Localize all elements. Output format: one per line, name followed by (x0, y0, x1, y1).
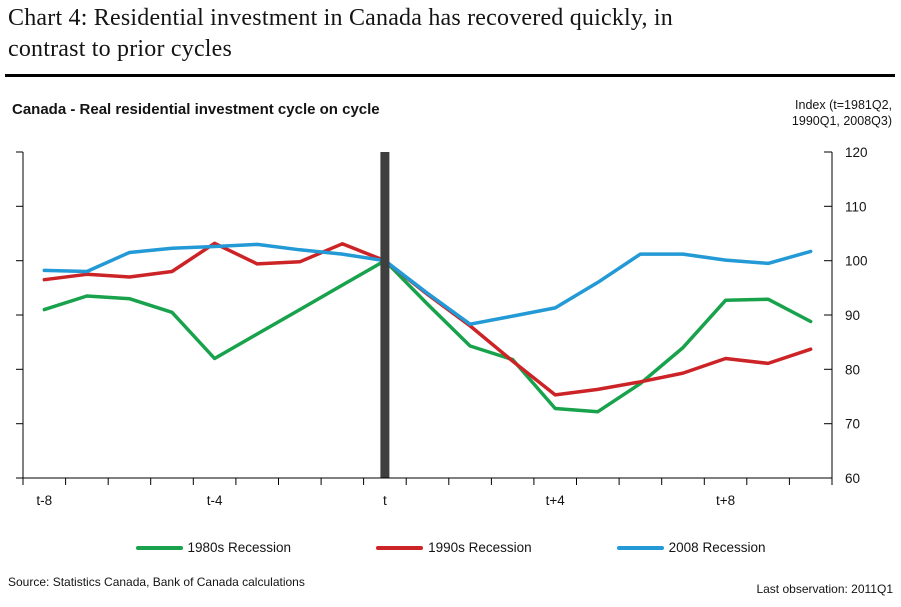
page-title: Chart 4: Residential investment in Canad… (8, 3, 888, 65)
index-note: Index (t=1981Q2, 1990Q1, 2008Q3) (792, 97, 892, 129)
legend-label: 1990s Recession (428, 540, 532, 555)
legend-swatch (376, 545, 424, 550)
y-axis-label: 90 (845, 308, 860, 323)
series-line-1990s-recession (42, 241, 813, 397)
chart-plot: 60 70 80 90 100 110 120 t-8 t-4 t t+4 t+8 (16, 145, 868, 508)
page-title-line1: Chart 4: Residential investment in Canad… (8, 5, 673, 31)
y-axis-label: 100 (845, 254, 868, 269)
x-axis-label: t-8 (36, 493, 52, 508)
x-axis-label: t+8 (716, 493, 735, 508)
legend-swatch (135, 545, 183, 550)
legend-item-1980s-recession: 1980s Recession (135, 540, 292, 555)
legend-item-2008-recession: 2008 Recession (616, 540, 766, 555)
source-note: Source: Statistics Canada, Bank of Canad… (8, 575, 305, 589)
chart-legend: 1980s Recession 1990s Recession 2008 Reces… (0, 540, 901, 555)
series-line-1980s-recession (42, 258, 813, 414)
last-observation-note: Last observation: 2011Q1 (756, 582, 893, 596)
y-axis-label: 60 (845, 471, 860, 486)
y-axis-label: 120 (845, 145, 868, 160)
x-axis-label: t-4 (207, 493, 223, 508)
title-divider (5, 74, 895, 77)
page-title-line2: contrast to prior cycles (8, 36, 233, 62)
series-line-2008-recession (42, 242, 813, 326)
legend-label: 2008 Recession (668, 540, 766, 555)
legend-label: 1980s Recession (187, 540, 292, 555)
chart-subtitle: Canada - Real residential investment cyc… (12, 101, 380, 118)
legend-swatch (616, 545, 664, 550)
x-axis-label: t (383, 493, 387, 508)
y-axis-label: 70 (845, 417, 860, 432)
index-note-line2: 1990Q1, 2008Q3) (791, 114, 892, 128)
index-note-line1: Index (t=1981Q2, (795, 98, 892, 112)
legend-item-1990s-recession: 1990s Recession (376, 540, 532, 555)
y-axis-label: 110 (845, 199, 867, 214)
event-marker-bar (380, 152, 390, 478)
y-axis-label: 80 (845, 362, 860, 377)
x-axis-label: t+4 (546, 493, 566, 508)
